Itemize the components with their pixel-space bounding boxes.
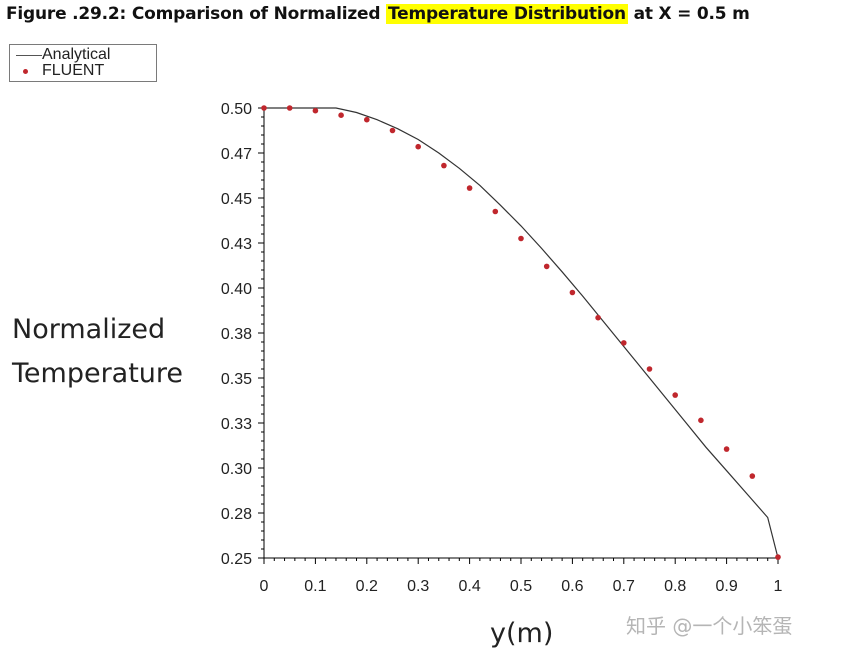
x-tick-label: 0 [260,578,269,595]
x-tick-label: 0.8 [664,578,686,595]
y-tick-label: 0.40 [221,281,252,298]
title-suffix: at X = 0.5 m [627,4,750,24]
fluent-point [749,473,756,479]
y-axis-label-line-2: Temperature [12,358,184,389]
axes [263,106,780,559]
y-ticks: 0.25 0.28 0.30 0.33 0.35 0.38 0.40 0.43 0.45 0.47… [221,101,264,568]
fluent-point [415,143,422,150]
title-prefix: Figure .29.2: Comparison of Normalized [6,4,387,24]
y-axis-label-line-1: Normalized [12,314,166,345]
legend-label-analytical: Analytical [42,46,111,63]
series-fluent [261,105,781,560]
x-tick-label: 1 [774,578,783,595]
fluent-point [389,127,396,134]
watermark: 知乎 @一个小笨蛋 [626,614,793,638]
fluent-point [698,417,704,424]
legend-dot-swatch [23,69,28,74]
x-tick-label: 0.5 [510,578,532,595]
fluent-point [672,392,678,398]
fluent-point [286,105,293,111]
analytical-line [264,107,779,559]
x-axis-label: y(m) [490,618,554,649]
fluent-point [595,314,601,321]
series-analytical [264,107,779,559]
chart-legend: Analytical FLUENT [9,44,157,82]
x-tick-label: 0.1 [304,578,326,595]
x-tick-label: 0.4 [458,578,480,595]
legend-line-swatch [16,55,42,56]
y-axis-label: Normalized Temperature [12,308,183,396]
title-highlight: Temperature Distribution [386,4,628,24]
x-tick-label: 0.6 [561,578,583,595]
y-tick-label: 0.35 [221,371,252,388]
fluent-point [312,107,319,114]
y-tick-label: 0.50 [221,101,252,118]
x-tick-label: 0.9 [715,578,737,595]
y-tick-label: 0.38 [221,326,252,343]
x-tick-label: 0.3 [407,578,429,595]
fluent-point [364,116,370,123]
y-tick-label: 0.25 [221,551,252,568]
fluent-point [621,340,627,346]
y-tick-label: 0.33 [221,416,252,433]
fluent-point [466,185,473,191]
fluent-point [775,554,781,560]
legend-label-fluent: FLUENT [42,62,105,79]
fluent-point [723,446,730,452]
fluent-point [261,105,267,111]
x-ticks: 0 0.1 0.2 0.3 0.4 0.5 0.6 0.7 0.8 0.9 1 [260,558,783,595]
x-tick-label: 0.2 [356,578,378,595]
y-tick-label: 0.43 [221,236,252,253]
fluent-point [492,208,499,215]
fluent-point [338,112,344,118]
figure-title: Figure .29.2: Comparison of Normalized T… [6,4,750,24]
fluent-point [646,366,653,372]
fluent-point [543,263,550,270]
y-tick-label: 0.45 [221,191,252,208]
fluent-point [569,289,576,296]
y-tick-label: 0.30 [221,461,252,478]
fluent-point [441,162,447,169]
y-tick-label: 0.47 [221,146,252,163]
fluent-point [518,235,524,242]
y-tick-label: 0.28 [221,506,252,523]
x-tick-label: 0.7 [613,578,635,595]
